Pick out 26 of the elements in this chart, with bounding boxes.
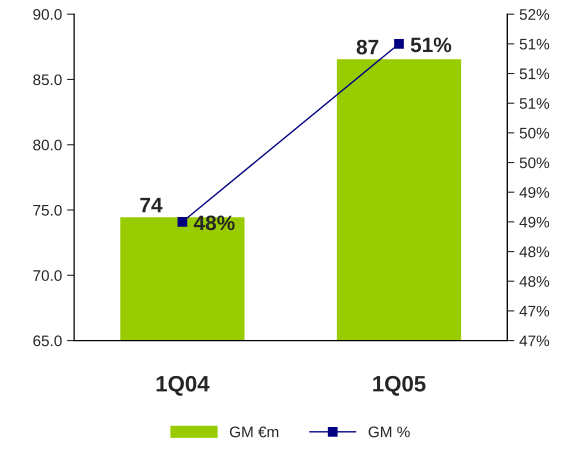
y-tick-label: 85.0 bbox=[33, 74, 62, 86]
y-tick-label: 65.0 bbox=[33, 335, 62, 346]
data-label: 51% bbox=[410, 38, 452, 52]
y2-tick-label: 48% bbox=[519, 246, 550, 258]
data-label: 74 bbox=[140, 198, 162, 212]
legend-label: GM % bbox=[368, 426, 410, 438]
data-label: 48% bbox=[194, 216, 235, 230]
y2-tick-label: 51% bbox=[520, 98, 550, 109]
y2-tick-label: 49% bbox=[519, 187, 550, 198]
x-tick-label: 1Q05 bbox=[373, 376, 426, 396]
y2-tick-label: 47% bbox=[519, 335, 550, 346]
y2-tick-label: 51% bbox=[520, 68, 550, 80]
y2-tick-label: 49% bbox=[519, 216, 550, 228]
y-tick-label: 80.0 bbox=[33, 140, 62, 150]
y-tick-label: 75.0 bbox=[33, 204, 62, 216]
y2-tick-label: 51% bbox=[520, 38, 550, 50]
y2-tick-label: 47% bbox=[519, 306, 550, 317]
x-tick-label: 1Q04 bbox=[156, 376, 210, 396]
y2-tick-label: 48% bbox=[519, 276, 550, 287]
y-tick-label: 70.0 bbox=[33, 270, 62, 281]
y2-tick-label: 50% bbox=[520, 157, 550, 168]
data-label: 87 bbox=[356, 40, 378, 54]
y-tick-label: 90.0 bbox=[33, 9, 62, 20]
y2-tick-label: 52% bbox=[520, 9, 550, 20]
legend-label: GM €m bbox=[230, 426, 278, 438]
y2-tick-label: 50% bbox=[520, 128, 550, 139]
